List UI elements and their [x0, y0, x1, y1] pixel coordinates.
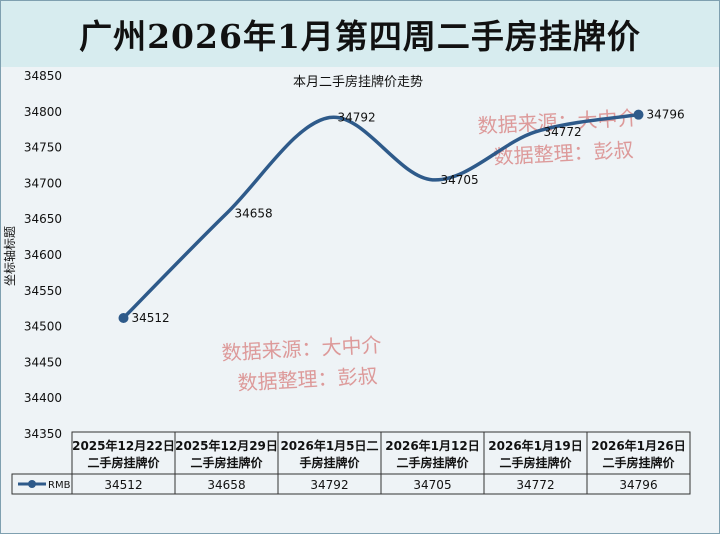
watermark-source: 数据来源：大中介 — [221, 333, 382, 365]
x-category-label: 2025年12月22日 — [72, 438, 175, 453]
table-value-cell: 34796 — [619, 478, 657, 492]
legend-series-name: RMB — [48, 480, 71, 491]
data-table: 2025年12月22日二手房挂牌价345122025年12月29日二手房挂牌价3… — [11, 431, 691, 495]
x-category-label: 2026年1月12日 — [385, 438, 479, 453]
data-label: 34658 — [235, 206, 273, 220]
x-category-label: 手房挂牌价 — [299, 455, 360, 470]
table-value-cell: 34792 — [310, 478, 348, 492]
x-category-label: 二手房挂牌价 — [87, 455, 160, 470]
data-label: 34512 — [132, 311, 170, 325]
data-label: 34796 — [647, 108, 685, 122]
data-point-marker — [633, 109, 644, 120]
table-data-row — [11, 473, 691, 495]
page-title: 广州2026年1月第四周二手房挂牌价 — [79, 17, 641, 56]
x-category-label: 2026年1月19日 — [488, 438, 582, 453]
legend-marker — [28, 480, 36, 488]
y-tick-label: 34450 — [24, 355, 62, 369]
x-category-label: 2026年1月26日 — [591, 438, 685, 453]
x-category-label: 2026年1月5日二 — [280, 438, 378, 453]
x-category-label: 2025年12月29日 — [175, 438, 278, 453]
series-line-rmb — [121, 112, 641, 320]
x-category-label: 二手房挂牌价 — [190, 455, 263, 470]
chart-title: 本月二手房挂牌价走势 — [293, 74, 423, 90]
data-point-marker — [118, 313, 129, 324]
plot-area: 34512 34658 34792 34705 34772 34796 — [118, 108, 685, 325]
y-axis-title: 坐标轴标题 — [2, 226, 17, 286]
x-category-label: 二手房挂牌价 — [499, 455, 572, 470]
table-value-cell: 34772 — [516, 478, 554, 492]
table-value-cell: 34512 — [104, 478, 142, 492]
y-tick-label: 34550 — [24, 284, 62, 298]
y-axis: 34350 34400 34450 34500 34550 34600 34650 34700… — [24, 69, 62, 441]
y-tick-label: 34700 — [24, 176, 62, 190]
y-tick-label: 34650 — [24, 212, 62, 226]
watermark-editor: 数据整理：彭叔 — [237, 364, 378, 395]
y-tick-label: 34750 — [24, 141, 62, 155]
y-tick-label: 34850 — [24, 69, 62, 83]
data-label: 34772 — [544, 125, 582, 139]
title-bar: 广州2026年1月第四周二手房挂牌价 — [1, 1, 719, 67]
table-value-cell: 34658 — [207, 478, 245, 492]
y-tick-label: 34600 — [24, 248, 62, 262]
table-value-cell: 34705 — [413, 478, 451, 492]
x-category-label: 二手房挂牌价 — [602, 455, 675, 470]
y-tick-label: 34400 — [24, 391, 62, 405]
y-tick-label: 34500 — [24, 320, 62, 334]
data-label: 34705 — [441, 173, 479, 187]
y-tick-label: 34800 — [24, 105, 62, 119]
data-label: 34792 — [338, 111, 376, 125]
x-category-label: 二手房挂牌价 — [396, 455, 469, 470]
y-tick-label: 34350 — [24, 427, 62, 441]
